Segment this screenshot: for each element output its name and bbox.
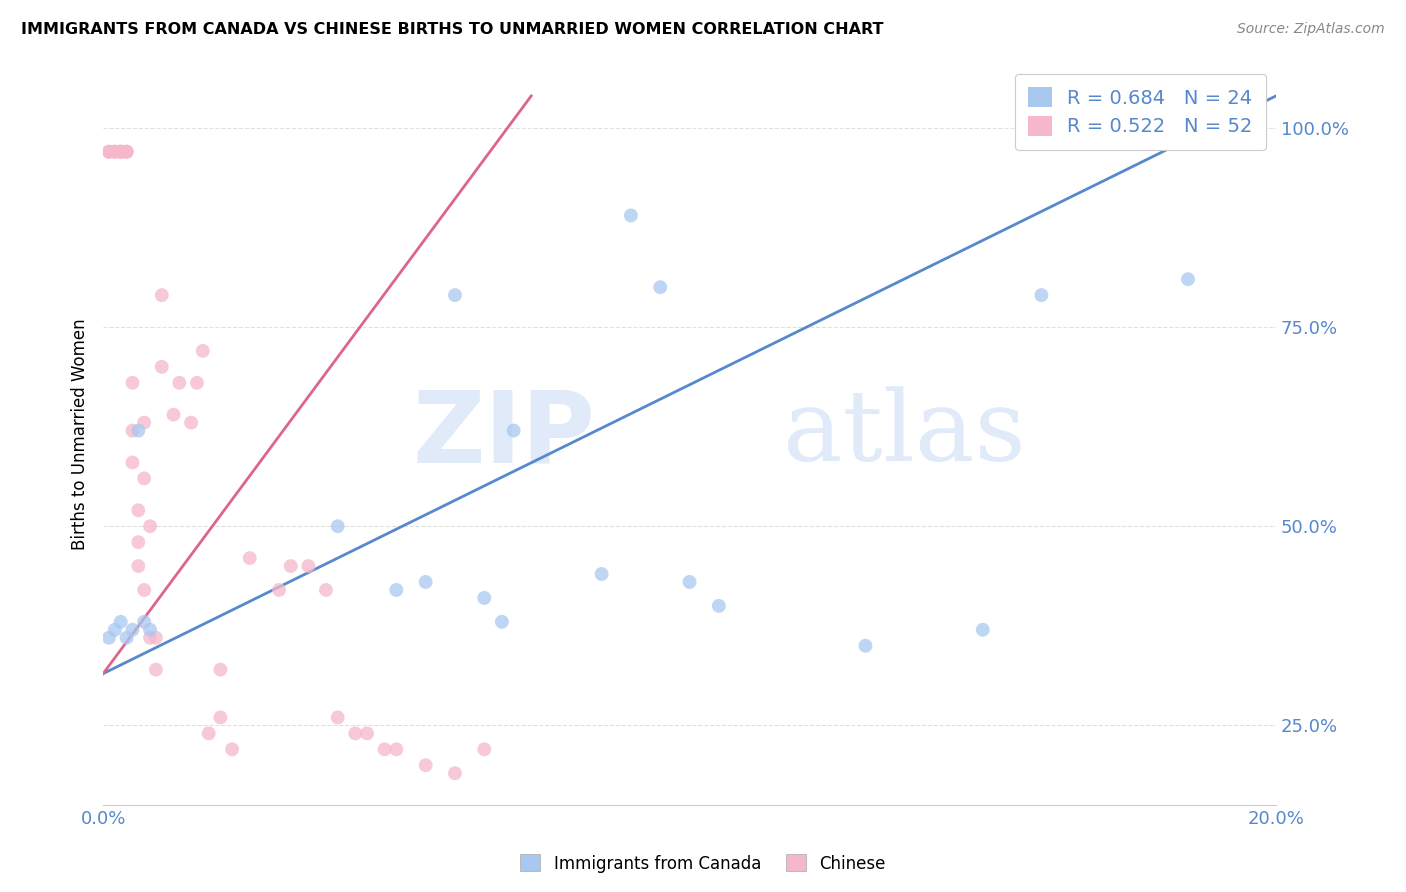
Point bbox=[110, 145, 132, 159]
Point bbox=[150, 288, 173, 302]
Text: atlas: atlas bbox=[783, 386, 1026, 483]
Point bbox=[134, 471, 156, 485]
Point bbox=[280, 559, 302, 574]
Point bbox=[197, 726, 219, 740]
Point bbox=[326, 710, 349, 724]
Point bbox=[115, 145, 138, 159]
Point bbox=[326, 519, 349, 533]
Point bbox=[121, 455, 143, 469]
Point bbox=[127, 503, 149, 517]
Point bbox=[115, 145, 138, 159]
Point bbox=[127, 535, 149, 549]
Point bbox=[472, 591, 495, 605]
Point bbox=[1031, 288, 1053, 302]
Point bbox=[121, 623, 143, 637]
Point bbox=[491, 615, 513, 629]
Point bbox=[344, 726, 367, 740]
Legend: R = 0.684   N = 24, R = 0.522   N = 52: R = 0.684 N = 24, R = 0.522 N = 52 bbox=[1015, 74, 1267, 150]
Point bbox=[115, 145, 138, 159]
Point bbox=[415, 574, 437, 589]
Point bbox=[145, 631, 167, 645]
Point bbox=[115, 631, 138, 645]
Point bbox=[972, 623, 994, 637]
Point bbox=[707, 599, 730, 613]
Point bbox=[209, 710, 232, 724]
Point bbox=[98, 145, 121, 159]
Point bbox=[98, 145, 121, 159]
Point bbox=[444, 288, 467, 302]
Point bbox=[110, 145, 132, 159]
Point bbox=[104, 145, 127, 159]
Point bbox=[267, 582, 290, 597]
Point bbox=[415, 758, 437, 772]
Point bbox=[502, 838, 524, 852]
Point bbox=[1177, 272, 1199, 286]
Point bbox=[356, 726, 378, 740]
Point bbox=[104, 145, 127, 159]
Point bbox=[385, 742, 408, 756]
Point bbox=[104, 623, 127, 637]
Point bbox=[186, 376, 208, 390]
Point bbox=[110, 145, 132, 159]
Point bbox=[297, 559, 319, 574]
Point bbox=[620, 209, 643, 223]
Point bbox=[98, 631, 121, 645]
Point bbox=[385, 582, 408, 597]
Point bbox=[180, 416, 202, 430]
Text: Source: ZipAtlas.com: Source: ZipAtlas.com bbox=[1237, 22, 1385, 37]
Point bbox=[591, 567, 613, 582]
Point bbox=[502, 424, 524, 438]
Point bbox=[374, 742, 396, 756]
Point bbox=[104, 145, 127, 159]
Point bbox=[139, 519, 162, 533]
Point bbox=[139, 623, 162, 637]
Point bbox=[145, 663, 167, 677]
Text: IMMIGRANTS FROM CANADA VS CHINESE BIRTHS TO UNMARRIED WOMEN CORRELATION CHART: IMMIGRANTS FROM CANADA VS CHINESE BIRTHS… bbox=[21, 22, 883, 37]
Point bbox=[134, 615, 156, 629]
Point bbox=[127, 424, 149, 438]
Point bbox=[169, 376, 191, 390]
Point bbox=[650, 280, 672, 294]
Point bbox=[110, 615, 132, 629]
Point bbox=[472, 742, 495, 756]
Point bbox=[139, 631, 162, 645]
Point bbox=[127, 559, 149, 574]
Point bbox=[110, 145, 132, 159]
Point bbox=[134, 416, 156, 430]
Point bbox=[239, 551, 262, 566]
Point bbox=[121, 424, 143, 438]
Point bbox=[98, 145, 121, 159]
Point bbox=[191, 343, 214, 358]
Point bbox=[444, 766, 467, 780]
Point bbox=[121, 376, 143, 390]
Point bbox=[678, 574, 700, 589]
Point bbox=[162, 408, 184, 422]
Point bbox=[134, 582, 156, 597]
Point bbox=[209, 663, 232, 677]
Point bbox=[315, 582, 337, 597]
Legend: Immigrants from Canada, Chinese: Immigrants from Canada, Chinese bbox=[513, 847, 893, 880]
Point bbox=[150, 359, 173, 374]
Y-axis label: Births to Unmarried Women: Births to Unmarried Women bbox=[72, 318, 89, 550]
Point bbox=[221, 742, 243, 756]
Point bbox=[855, 639, 877, 653]
Text: ZIP: ZIP bbox=[413, 386, 596, 483]
